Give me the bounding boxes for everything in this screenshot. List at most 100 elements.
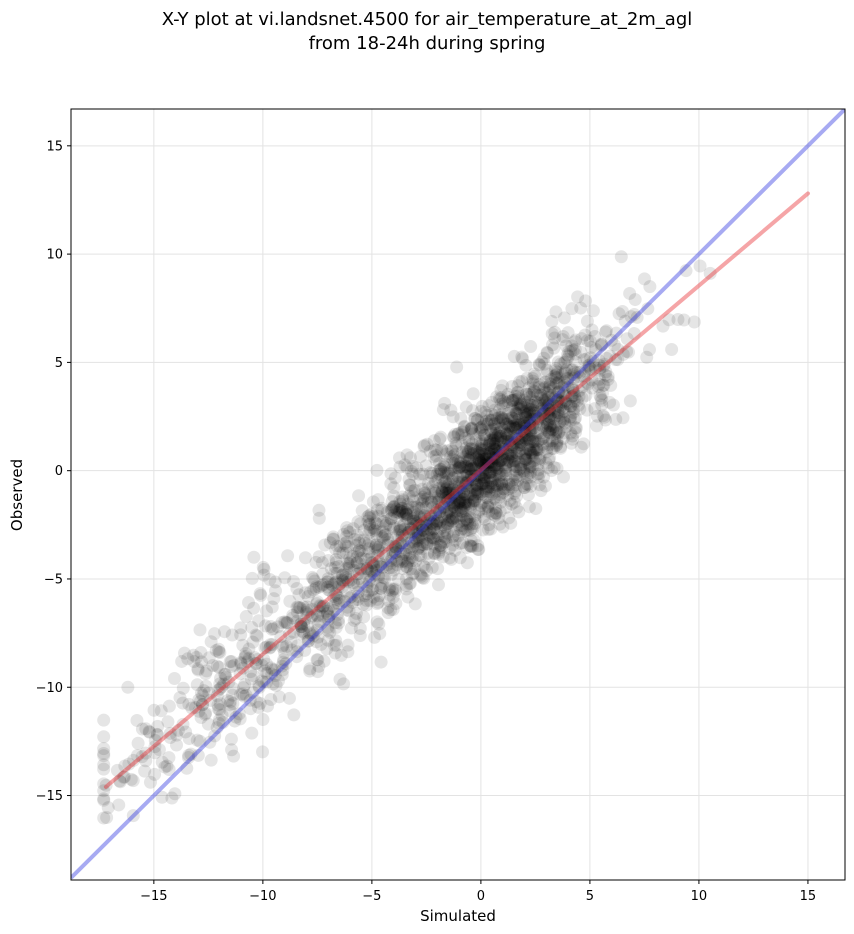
scatter-point	[565, 390, 579, 404]
scatter-point	[401, 554, 415, 568]
scatter-point	[97, 793, 111, 807]
scatter-point	[294, 627, 308, 641]
scatter-point	[403, 478, 417, 492]
scatter-point	[399, 506, 413, 520]
scatter-point	[259, 619, 273, 633]
scatter-point	[366, 556, 380, 570]
scatter-point	[258, 641, 272, 655]
scatter-point	[343, 591, 357, 605]
scatter-point	[427, 522, 441, 536]
scatter-point	[522, 433, 536, 447]
scatter-point	[604, 378, 618, 392]
scatter-point	[276, 663, 290, 677]
scatter-point	[404, 484, 418, 498]
scatter-point	[190, 733, 204, 747]
fit-lines	[71, 109, 845, 880]
scatter-point	[223, 655, 237, 669]
scatter-point	[435, 510, 449, 524]
scatter-point	[530, 443, 544, 457]
scatter-point	[551, 365, 565, 379]
scatter-point	[363, 517, 377, 531]
scatter-point	[537, 394, 551, 408]
scatter-point	[483, 438, 497, 452]
scatter-point	[329, 555, 343, 569]
scatter-point	[357, 523, 371, 537]
scatter-point	[486, 479, 500, 493]
scatter-point	[506, 393, 520, 407]
scatter-point	[514, 435, 528, 449]
scatter-point	[500, 417, 514, 431]
scatter-point	[327, 590, 341, 604]
scatter-point	[246, 685, 260, 699]
scatter-point	[599, 365, 613, 379]
scatter-point	[372, 543, 386, 557]
scatter-point	[387, 500, 401, 514]
scatter-point	[525, 403, 539, 417]
scatter-point	[259, 640, 273, 654]
scatter-point	[264, 693, 278, 707]
scatter-point	[322, 609, 336, 623]
scatter-point	[358, 589, 372, 603]
scatter-point	[360, 562, 374, 576]
scatter-point	[410, 508, 424, 522]
scatter-point	[434, 521, 448, 535]
one-to-one-line	[71, 109, 845, 880]
scatter-point	[457, 492, 471, 506]
scatter-point	[522, 461, 536, 475]
scatter-point	[311, 630, 325, 644]
scatter-point	[561, 326, 575, 340]
scatter-point	[578, 364, 592, 378]
scatter-point	[493, 444, 507, 458]
scatter-point	[518, 452, 532, 466]
scatter-point	[293, 617, 307, 631]
scatter-point	[445, 456, 459, 470]
scatter-point	[337, 537, 351, 551]
scatter-point	[427, 450, 441, 464]
scatter-point	[265, 667, 279, 681]
scatter-point	[360, 598, 374, 612]
scatter-point	[139, 746, 153, 760]
scatter-point	[506, 457, 520, 471]
scatter-point	[481, 457, 495, 471]
scatter-point	[371, 549, 385, 563]
scatter-point	[549, 361, 563, 375]
scatter-point	[400, 461, 414, 475]
scatter-point	[467, 488, 481, 502]
scatter-point	[256, 713, 270, 727]
scatter-point	[550, 370, 564, 384]
scatter-point	[545, 441, 559, 455]
scatter-point	[458, 487, 472, 501]
scatter-point	[556, 402, 570, 416]
scatter-point	[310, 597, 324, 611]
scatter-point	[465, 421, 479, 435]
scatter-point	[548, 369, 562, 383]
scatter-point	[195, 655, 209, 669]
scatter-point	[431, 495, 445, 509]
scatter-point	[427, 484, 441, 498]
scatter-point	[260, 604, 274, 618]
scatter-point	[482, 504, 496, 518]
scatter-point	[443, 486, 457, 500]
scatter-point	[488, 442, 502, 456]
scatter-point	[424, 516, 438, 530]
scatter-point	[588, 402, 602, 416]
scatter-point	[517, 416, 531, 430]
scatter-point	[464, 442, 478, 456]
scatter-point	[522, 405, 536, 419]
scatter-point	[543, 419, 557, 433]
scatter-point	[556, 388, 570, 402]
scatter-point	[460, 540, 474, 554]
scatter-point	[387, 481, 401, 495]
scatter-point	[224, 660, 238, 674]
scatter-point	[620, 332, 634, 346]
scatter-point	[199, 679, 213, 693]
scatter-point	[425, 469, 439, 483]
scatter-point	[440, 505, 454, 519]
scatter-point	[496, 520, 510, 534]
scatter-point	[376, 546, 390, 560]
scatter-point	[553, 403, 567, 417]
scatter-point	[447, 430, 461, 444]
scatter-point	[312, 550, 326, 564]
scatter-point	[528, 395, 542, 409]
scatter-point	[454, 456, 468, 470]
